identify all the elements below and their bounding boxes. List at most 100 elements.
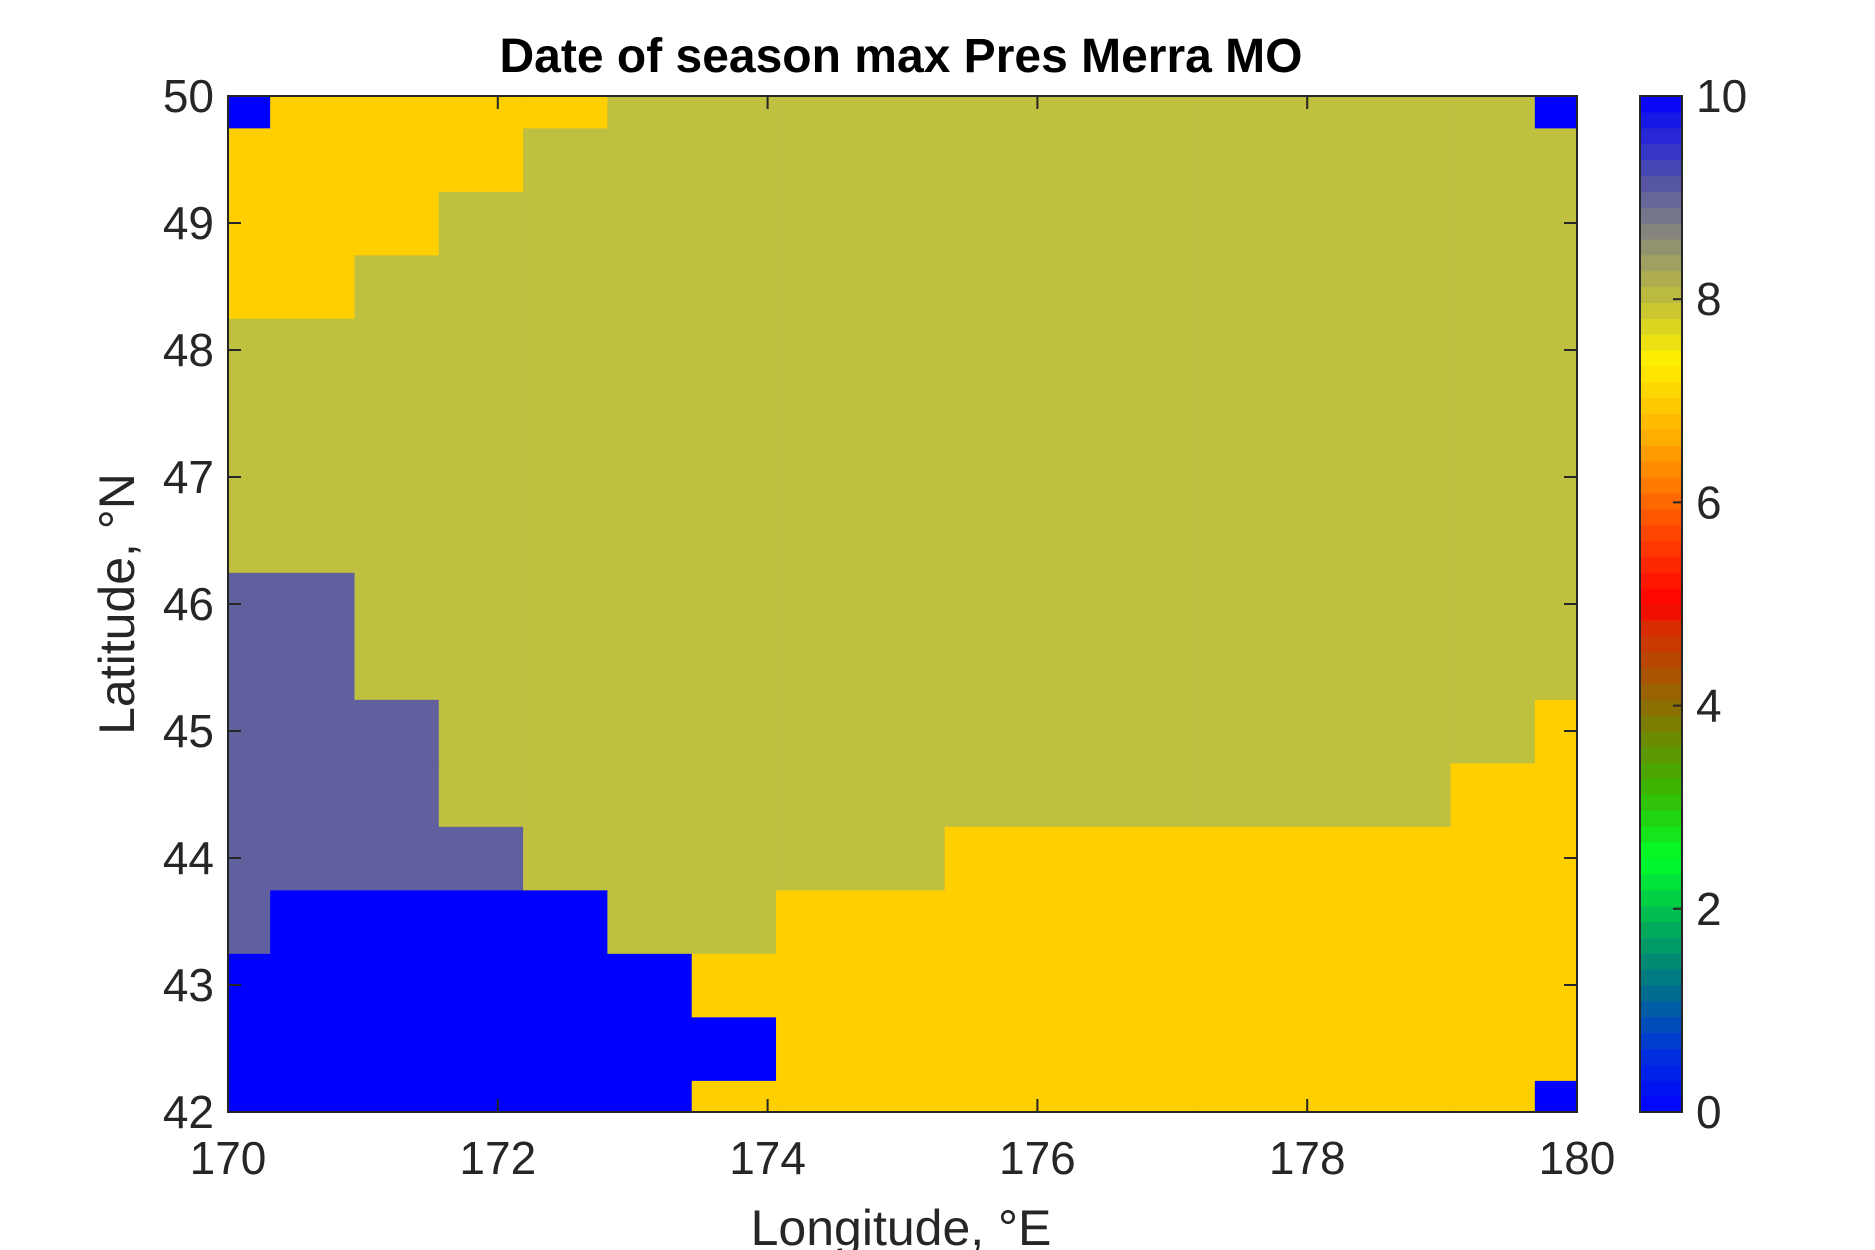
heatmap-cell [944,699,1030,764]
colorbar-strip [1640,1096,1682,1113]
colorbar-strip [1640,143,1682,161]
heatmap-cell [438,762,524,827]
colorbar-strip [1640,572,1682,589]
heatmap-cell [1281,318,1367,383]
heatmap-cell [354,127,440,192]
y-tick-label: 45 [163,705,214,757]
heatmap-cell [270,762,356,827]
heatmap-cell [1028,254,1114,319]
colorbar-strip [1640,492,1682,510]
heatmap-cell [438,445,524,510]
colorbar-strip [1640,715,1682,732]
heatmap-cell [523,699,609,764]
heatmap-cells [228,96,1578,1113]
y-axis-label: Latitude, °N [89,473,145,735]
chart-title: Date of season max Pres Merra MO [500,30,1303,83]
colorbar-strip [1640,937,1682,954]
heatmap-cell [1366,699,1452,764]
heatmap-cell [944,1080,1030,1113]
heatmap-cell [691,445,777,510]
heatmap-cell [944,635,1030,700]
colorbar-strip [1640,619,1682,637]
heatmap-cell [1028,762,1114,827]
heatmap-cell [776,318,861,383]
heatmap-cell [1534,635,1578,700]
heatmap-cell [1028,1080,1114,1113]
heatmap-cell [523,826,609,891]
y-tick-label: 44 [163,832,214,884]
heatmap-cell [776,445,861,510]
heatmap-cell [1366,762,1452,827]
heatmap-cell [1197,1016,1283,1081]
heatmap-cell [1534,1016,1578,1081]
colorbar-strip [1640,413,1682,430]
colorbar-tick-label: 8 [1696,273,1722,325]
heatmap-cell [270,699,356,764]
heatmap-cell [776,953,861,1018]
y-tick-label: 49 [163,197,214,249]
heatmap-cell [860,318,946,383]
heatmap-cell [270,1016,356,1081]
heatmap-cell [438,1080,524,1113]
heatmap-cell [438,191,524,256]
heatmap-cell [270,508,356,573]
heatmap-cell [607,381,693,446]
heatmap-cell [860,1080,946,1113]
heatmap-cell [1366,254,1452,319]
heatmap-cell [1281,254,1367,319]
heatmap-cell [1028,572,1114,637]
heatmap-cell [438,254,524,319]
x-tick-label: 174 [729,1132,806,1184]
heatmap-cell [1113,699,1199,764]
heatmap-cell [228,96,271,129]
heatmap-cell [691,318,777,383]
colorbar-strip [1640,397,1682,415]
heatmap-cell [1534,508,1578,573]
heatmap-cell [438,572,524,637]
heatmap-cell [438,127,524,192]
heatmap-cell [691,699,777,764]
heatmap-cell [228,254,271,319]
heatmap-cell [607,1016,693,1081]
colorbar-strip [1640,858,1682,875]
heatmap-cell [523,508,609,573]
heatmap-cell [1113,254,1199,319]
heatmap-cell [1281,1016,1367,1081]
heatmap-cell [1450,1016,1536,1081]
heatmap-cell [354,826,440,891]
heatmap-cell [1366,1080,1452,1113]
x-tick-label: 170 [190,1132,267,1184]
y-tick-label: 42 [163,1086,214,1138]
y-tick-label: 43 [163,959,214,1011]
heatmap-cell [1450,445,1536,510]
x-axis-ticks: 170 172 174 176 178 180 [190,96,1615,1184]
heatmap-cell [1450,826,1536,891]
heatmap-cell [1366,635,1452,700]
heatmap-cell [1197,318,1283,383]
heatmap-cell [691,635,777,700]
heatmap-cell [1450,699,1536,764]
colorbar-strip [1640,778,1682,796]
heatmap-cell [270,318,356,383]
colorbar-strip [1640,921,1682,938]
heatmap-cell [776,96,861,129]
heatmap-cell [1028,699,1114,764]
colorbar-strip [1640,350,1682,367]
heatmap-cell [523,572,609,637]
heatmap-cell [691,953,777,1018]
colorbar-strip [1640,604,1682,621]
heatmap-cell [776,889,861,954]
heatmap-cell [438,318,524,383]
colorbar-strip [1640,96,1682,113]
colorbar-strip [1640,238,1682,256]
heatmap-cell [354,1016,440,1081]
colorbar-strip [1640,731,1682,748]
heatmap-cell [523,96,609,129]
heatmap-cell [1281,127,1367,192]
heatmap-cell [1113,826,1199,891]
heatmap-cell [1113,191,1199,256]
heatmap-cell [1281,699,1367,764]
colorbar-strip [1640,810,1682,827]
heatmap-cell [1281,96,1367,129]
heatmap-cell [1028,445,1114,510]
